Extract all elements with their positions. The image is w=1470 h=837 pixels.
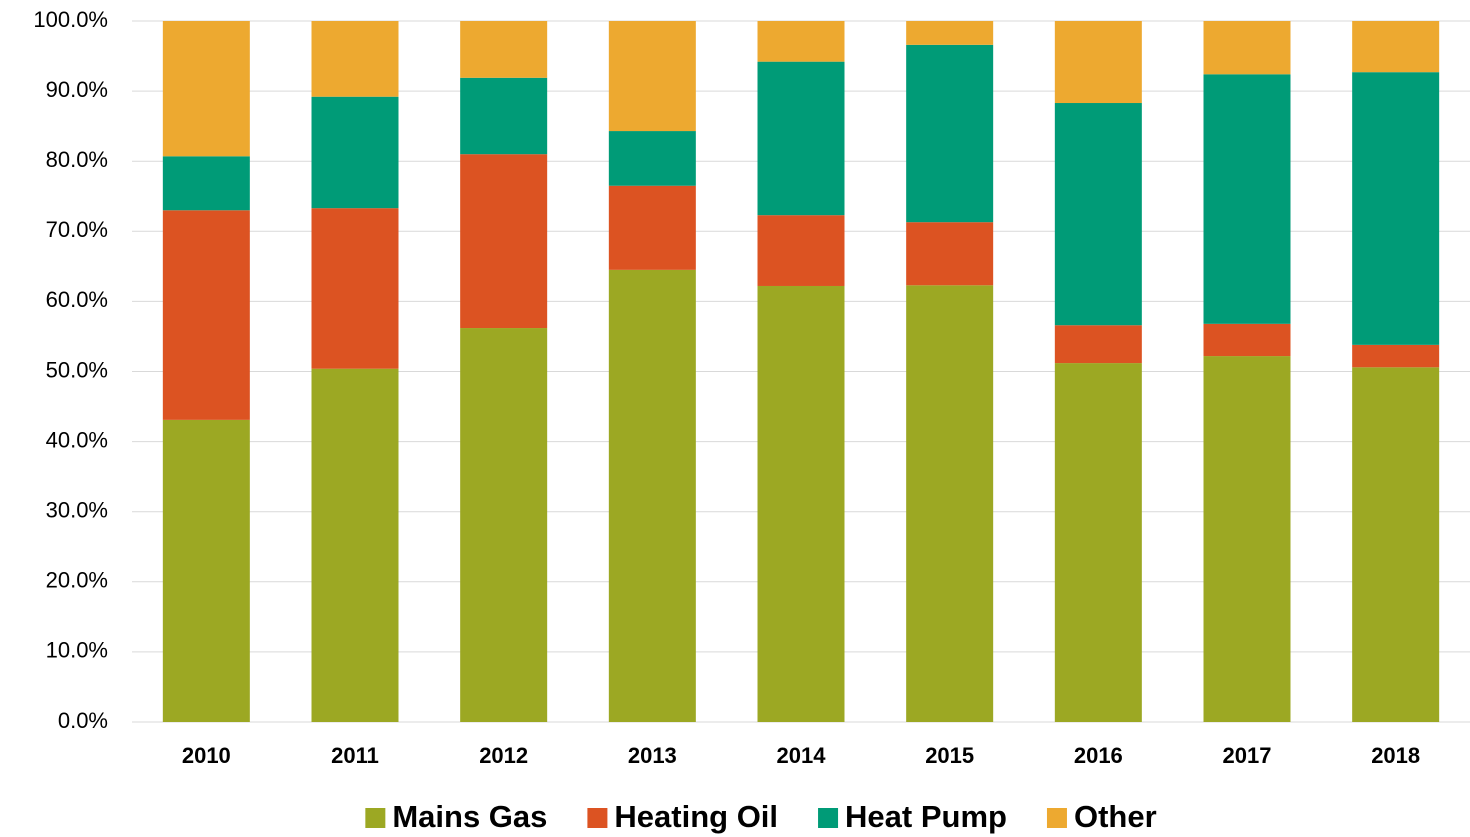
y-tick-label: 50.0% <box>46 357 108 382</box>
legend-label: Heat Pump <box>845 799 1007 834</box>
bar-segment <box>1203 323 1291 357</box>
bar-segment <box>460 21 548 78</box>
legend-label: Heating Oil <box>614 799 778 834</box>
legend-swatch <box>818 808 839 828</box>
bar-segment <box>757 61 845 216</box>
legend-label: Other <box>1074 799 1157 834</box>
y-tick-label: 60.0% <box>46 287 108 312</box>
bar-segment <box>906 285 994 722</box>
bar-segment <box>1352 367 1440 722</box>
bar-segment <box>162 156 250 211</box>
bar-segment <box>906 21 994 45</box>
y-tick-label: 80.0% <box>46 147 108 172</box>
bar-segment <box>311 208 399 369</box>
y-tick-label: 30.0% <box>46 498 108 523</box>
bar-segment <box>608 21 696 132</box>
y-tick-label: 10.0% <box>46 638 108 663</box>
bar-segment <box>1054 363 1142 722</box>
bar-segment <box>1054 103 1142 326</box>
x-tick-label: 2018 <box>1371 743 1420 768</box>
bar-segment <box>1203 356 1291 722</box>
bar-segment <box>1203 21 1291 75</box>
bar-segment <box>311 96 399 209</box>
x-tick-label: 2010 <box>182 743 231 768</box>
bar-segment <box>757 215 845 286</box>
y-tick-label: 0.0% <box>58 708 108 733</box>
legend-swatch <box>365 808 386 828</box>
legend-swatch <box>1046 808 1067 828</box>
bar-segment <box>757 285 845 722</box>
y-tick-label: 20.0% <box>46 568 108 593</box>
bar-segment <box>1054 21 1142 104</box>
x-tick-label: 2011 <box>331 743 379 768</box>
bar-segment <box>906 44 994 223</box>
bar-segment <box>460 154 548 329</box>
y-tick-label: 90.0% <box>46 77 108 102</box>
bar-segment <box>1352 21 1440 73</box>
legend-swatch <box>587 808 608 828</box>
bar-segment <box>1054 325 1142 364</box>
bar-segment <box>1203 74 1291 324</box>
bar-segment <box>311 21 399 97</box>
legend-label: Mains Gas <box>392 799 547 834</box>
x-tick-label: 2013 <box>628 743 677 768</box>
bar-segment <box>608 131 696 186</box>
x-tick-label: 2014 <box>777 743 827 768</box>
x-tick-label: 2015 <box>925 743 974 768</box>
bar-segment <box>1352 344 1440 368</box>
bar-segment <box>1352 72 1440 345</box>
y-tick-label: 100.0% <box>33 7 108 32</box>
bar-segment <box>608 185 696 270</box>
bar-segment <box>460 77 548 155</box>
bar-segment <box>162 210 250 420</box>
x-tick-label: 2012 <box>479 743 528 768</box>
bar-segment <box>311 368 399 722</box>
bar-segment <box>162 21 250 157</box>
bar-segment <box>608 269 696 722</box>
x-tick-label: 2016 <box>1074 743 1123 768</box>
y-tick-label: 40.0% <box>46 427 108 452</box>
bar-segment <box>757 21 845 62</box>
y-tick-label: 70.0% <box>46 217 108 242</box>
bar-segment <box>460 328 548 722</box>
bar-segment <box>162 419 250 722</box>
x-tick-label: 2017 <box>1223 743 1272 768</box>
bar-segment <box>906 222 994 286</box>
